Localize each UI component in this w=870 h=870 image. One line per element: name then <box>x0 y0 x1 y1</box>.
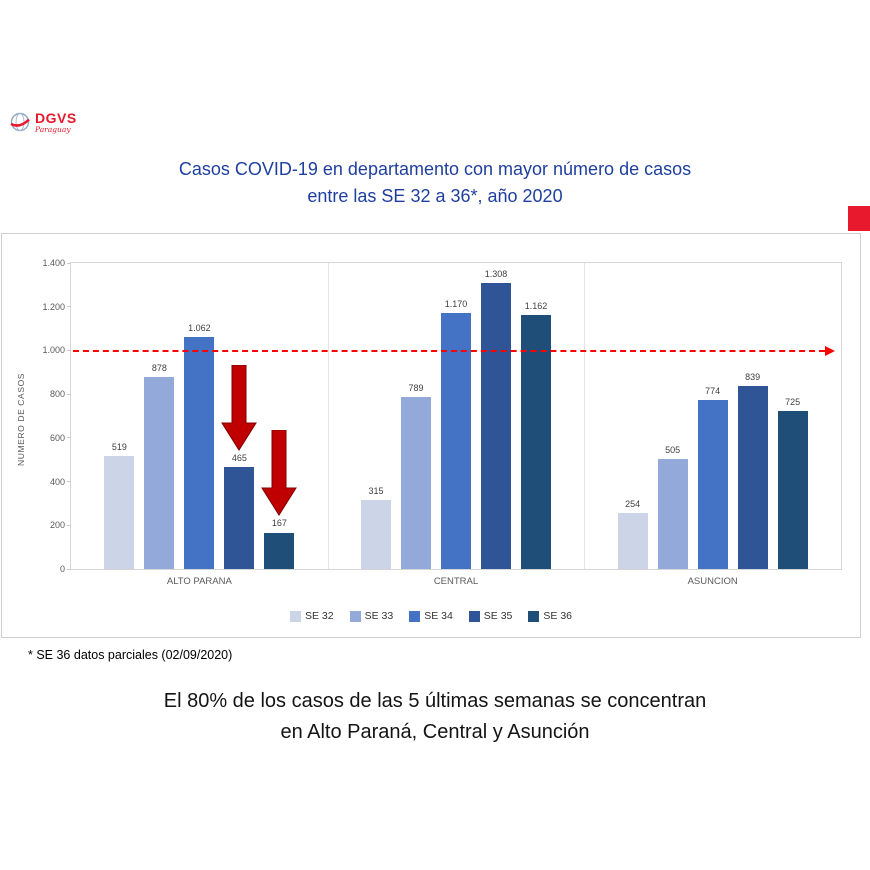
bar-value-label: 725 <box>785 396 801 407</box>
bar-value-label: 1.170 <box>444 299 468 310</box>
page-title: Casos COVID-19 en departamento con mayor… <box>0 156 870 210</box>
bar-se34-asuncion <box>697 399 728 569</box>
y-tick-label: 600 <box>49 432 65 443</box>
y-tick-mark <box>67 437 71 439</box>
y-tick-label: 0 <box>59 564 65 574</box>
legend-label: SE 36 <box>543 610 573 622</box>
y-tick-label: 800 <box>49 389 65 400</box>
y-tick-mark <box>67 349 71 351</box>
y-tick-label: 1.200 <box>42 301 65 312</box>
x-axis-category-label: CENTRAL <box>433 576 479 587</box>
bar-value-label: 774 <box>705 385 721 396</box>
plot-area: 0 200 400 600 800 1.000 1.200 1.400 519 878 1.062 4… <box>42 258 842 587</box>
category-separator <box>327 263 329 569</box>
y-tick-mark <box>67 524 71 526</box>
bar-value-label: 789 <box>408 382 424 393</box>
y-tick-mark <box>67 262 71 264</box>
bar-se33-asuncion <box>657 458 688 569</box>
bar-value-label: 839 <box>745 371 761 382</box>
legend-item-se35: SE 35 <box>468 610 513 622</box>
y-tick-label: 1.000 <box>42 345 65 356</box>
y-tick-label: 200 <box>49 520 65 531</box>
legend-item-se33: SE 33 <box>349 610 394 622</box>
legend-item-se32: SE 32 <box>289 610 334 622</box>
reference-line-arrowhead-icon <box>825 346 835 357</box>
legend-label: SE 32 <box>304 610 334 622</box>
bar-se33-alto-parana <box>144 377 175 569</box>
bar-value-label: 315 <box>368 486 384 497</box>
bar-se32-alto-parana <box>104 455 135 569</box>
dgvs-logo: DGVS Paraguay <box>8 110 77 134</box>
legend-swatch <box>409 610 421 622</box>
globe-icon <box>10 112 30 132</box>
y-tick-label: 1.400 <box>42 258 65 268</box>
logo-subtext: Paraguay <box>35 124 71 134</box>
bar-value-label: 878 <box>151 363 167 374</box>
y-tick-mark <box>67 568 71 570</box>
bar-se35-asuncion <box>737 385 768 569</box>
title-line-1: Casos COVID-19 en departamento con mayor… <box>178 159 692 179</box>
bar-chart: NUMERO DE CASOS 0 200 400 600 800 1.000 1.200 1… <box>1 233 861 638</box>
reference-line-1000 <box>73 350 825 353</box>
bar-se34-alto-parana <box>184 336 215 569</box>
category-separator <box>584 263 586 569</box>
red-corner-marker <box>848 206 870 231</box>
bar-se36-alto-parana <box>264 532 295 569</box>
summary-line-2: en Alto Paraná, Central y Asunción <box>280 721 590 743</box>
legend-label: SE 33 <box>364 610 394 622</box>
legend: SE 32 SE 33 SE 34 SE 35 SE 36 <box>2 610 860 622</box>
bar-se32-asuncion <box>617 513 648 569</box>
y-tick-mark <box>67 306 71 308</box>
legend-swatch <box>468 610 480 622</box>
x-axis-category-label: ASUNCION <box>687 576 738 587</box>
bar-se34-central <box>441 313 471 569</box>
y-tick-mark <box>67 481 71 483</box>
bar-value-label: 519 <box>111 441 127 452</box>
y-tick-label: 400 <box>49 476 65 487</box>
bar-value-label: 254 <box>625 499 641 510</box>
y-tick-mark <box>67 393 71 395</box>
legend-item-se36: SE 36 <box>528 610 572 622</box>
y-axis-title: NUMERO DE CASOS <box>16 372 26 466</box>
bar-se35-central <box>481 283 511 569</box>
summary-line-1: El 80% de los casos de las 5 últimas sem… <box>163 690 707 712</box>
bar-se35-alto-parana <box>224 467 255 569</box>
bar-value-label: 1.308 <box>484 269 508 280</box>
bar-value-label: 465 <box>231 453 247 464</box>
x-axis-category-label: ALTO PARANA <box>166 576 232 587</box>
bar-value-label: 1.062 <box>188 322 211 333</box>
legend-swatch <box>289 610 301 622</box>
bar-se36-central <box>521 315 551 569</box>
bar-se36-asuncion <box>777 410 808 569</box>
bar-value-label: 1.162 <box>524 301 548 312</box>
legend-swatch <box>528 610 540 622</box>
summary-text: El 80% de los casos de las 5 últimas sem… <box>0 686 870 748</box>
legend-label: SE 35 <box>483 610 513 622</box>
title-line-2: entre las SE 32 a 36*, año 2020 <box>307 186 563 206</box>
bar-se33-central <box>401 396 431 569</box>
bar-se32-central <box>361 500 391 569</box>
legend-label: SE 34 <box>424 610 453 622</box>
footnote: * SE 36 datos parciales (02/09/2020) <box>28 648 233 662</box>
legend-swatch <box>349 610 361 622</box>
red-down-arrow-icon <box>221 365 258 452</box>
legend-item-se34: SE 34 <box>409 610 453 622</box>
red-down-arrow-icon <box>261 430 298 517</box>
bar-value-label: 167 <box>271 518 287 529</box>
logo-text: DGVS <box>35 109 77 126</box>
bar-value-label: 505 <box>665 444 681 455</box>
